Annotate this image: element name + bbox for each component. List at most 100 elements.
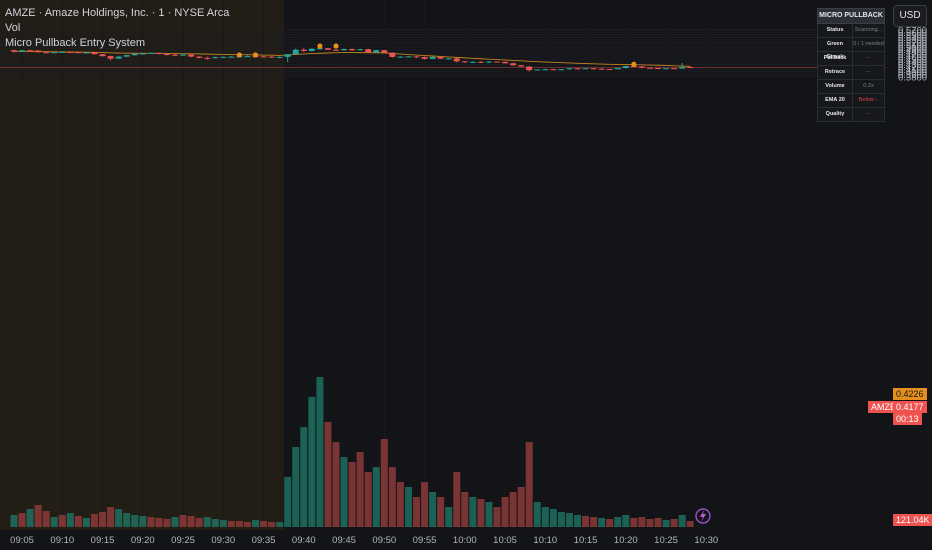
candle-body <box>99 54 106 57</box>
volume-bar <box>606 519 614 527</box>
volume-bar <box>582 516 590 527</box>
volume-bar <box>227 521 235 527</box>
volume-bar <box>646 519 654 527</box>
volume-bar <box>260 521 268 527</box>
candle-body <box>590 68 597 70</box>
volume-bar <box>469 497 477 527</box>
candle-body <box>212 57 219 59</box>
signal-dot <box>631 61 637 67</box>
volume-bar <box>678 515 686 527</box>
currency-button[interactable]: USD <box>893 5 927 27</box>
ema-line <box>13 51 691 67</box>
price-tick-label: 0.4200 <box>898 63 927 74</box>
time-tick-label: 09:05 <box>10 535 34 546</box>
time-axis[interactable] <box>0 530 932 550</box>
volume-bar <box>453 472 461 527</box>
volume-bar <box>662 520 670 527</box>
candle-body <box>477 61 484 63</box>
volume-bar <box>123 513 131 527</box>
volume-bar <box>557 512 565 527</box>
time-tick-label: 09:40 <box>292 535 316 546</box>
time-tick-label: 09:30 <box>211 535 235 546</box>
time-tick-label: 09:45 <box>332 535 356 546</box>
indicator-label[interactable]: Micro Pullback Entry System <box>5 37 145 49</box>
volume-bar <box>638 517 646 527</box>
gridlines <box>21 0 265 530</box>
volume-bar <box>614 517 622 527</box>
volume-indicator-label[interactable]: Vol <box>5 22 21 34</box>
volume-bar <box>179 515 187 527</box>
candle-body <box>389 52 396 57</box>
signal-dot <box>236 52 242 58</box>
time-tick-label: 09:35 <box>252 535 276 546</box>
chart-legend: AMZE · Amaze Holdings, Inc. · 1 · NYSE A… <box>5 6 229 51</box>
signal-dot <box>333 43 339 49</box>
candle-body <box>550 69 557 71</box>
volume-bar <box>308 397 316 527</box>
candle-body <box>204 57 211 59</box>
candle-body <box>622 66 629 68</box>
volume-bar <box>574 515 581 527</box>
candle-body <box>502 61 509 64</box>
volume-bar <box>517 487 525 527</box>
candle-body <box>614 67 621 70</box>
time-axis-ticks: 09:05 09:10 09:15 09:20 09:25 09:30 09:35 09:40… <box>10 535 718 546</box>
volume-bar <box>268 522 276 527</box>
candle-body <box>646 67 653 69</box>
volume-bar <box>284 477 292 527</box>
panel-value: -- <box>866 69 871 75</box>
candle-body <box>91 52 98 55</box>
price-tick-label: 0.4900 <box>898 45 927 56</box>
volume-bar <box>163 519 171 527</box>
candle-body <box>534 69 541 71</box>
price-tick-label: 0.5600 <box>898 28 927 39</box>
lightning-icon[interactable] <box>695 508 711 524</box>
volume-bar <box>91 514 98 527</box>
candle-body <box>429 56 436 59</box>
volume-bar <box>686 521 694 527</box>
candle-body <box>180 54 187 56</box>
price-tick-label: 0.4500 <box>898 55 927 66</box>
volume-bar <box>493 507 501 527</box>
time-tick-label: 09:55 <box>413 535 437 546</box>
price-axis[interactable] <box>886 0 932 530</box>
volume-bar <box>461 492 469 527</box>
panel-key: Pullback <box>818 52 853 65</box>
panel-row-status: Status Scanning... <box>817 24 885 38</box>
panel-key: Retrace <box>818 66 853 79</box>
panel-value: 0 / 1 needed <box>853 41 884 47</box>
volume-bar <box>356 452 364 527</box>
candle-body <box>445 58 452 60</box>
candle-body <box>35 50 42 53</box>
time-tick-label: 10:05 <box>493 535 517 546</box>
candle-body <box>324 48 331 50</box>
volume-bar <box>509 492 517 527</box>
panel-row-retrace: Retrace -- <box>817 66 885 80</box>
candle-body <box>123 55 130 57</box>
volume-bar <box>421 482 429 527</box>
volume-bar <box>50 517 58 527</box>
candle-body <box>341 48 348 51</box>
volume-bar <box>413 497 420 527</box>
volume-bar <box>372 467 380 527</box>
candle-body <box>155 52 162 54</box>
panel-title: MICRO PULLBACK <box>817 8 885 24</box>
panel-key: Volume <box>818 80 853 93</box>
volume-bar <box>300 427 308 527</box>
candle-body <box>172 54 178 56</box>
panel-row-ema20: EMA 20 Below ↓ <box>817 94 885 108</box>
time-tick-label: 10:10 <box>533 535 557 546</box>
symbol-title[interactable]: AMZE · Amaze Holdings, Inc. · 1 · NYSE A… <box>5 7 230 19</box>
volume-bar <box>292 447 300 527</box>
volume-bar <box>74 516 82 527</box>
signal-dot <box>317 43 323 49</box>
volume-bar <box>99 512 107 527</box>
candle-body <box>453 58 460 62</box>
candle-body <box>260 56 267 58</box>
panel-value: -- <box>866 111 871 117</box>
candle-body <box>566 68 573 70</box>
volume-bar <box>380 439 388 527</box>
candle-body <box>300 49 307 51</box>
candle-body <box>574 68 581 70</box>
